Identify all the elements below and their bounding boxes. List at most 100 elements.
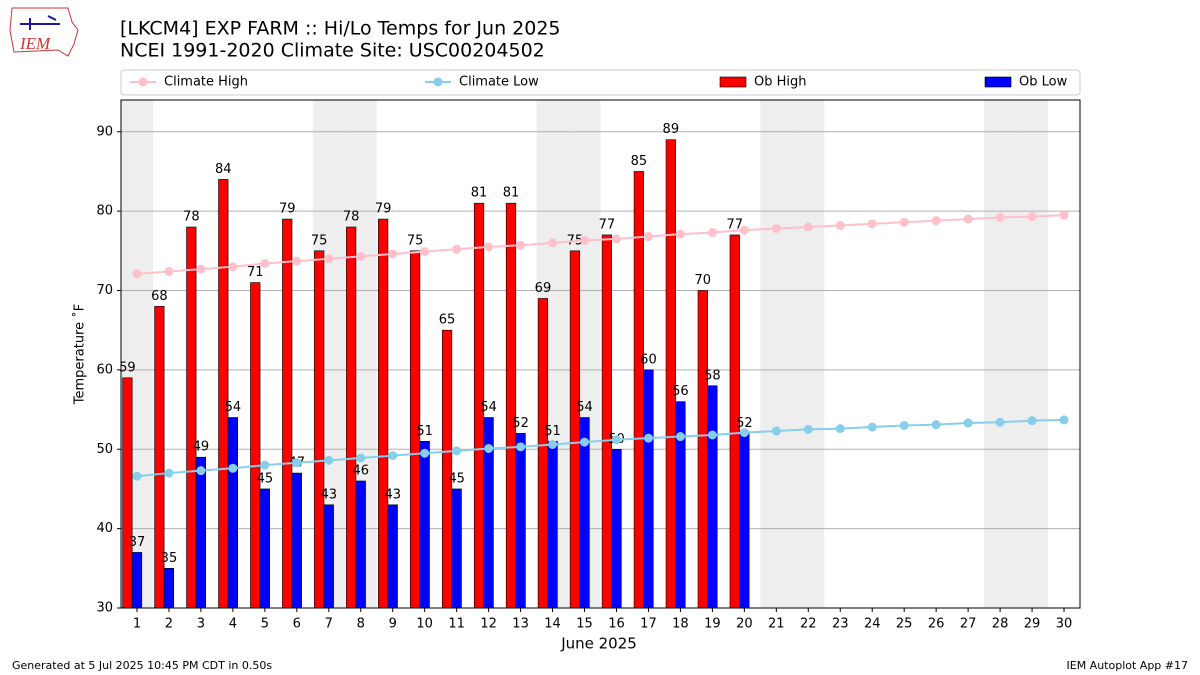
bar xyxy=(537,298,549,609)
point xyxy=(356,453,366,463)
point xyxy=(324,455,334,465)
legend-box xyxy=(120,69,1081,96)
chart-title: [LKCM4] EXP FARM :: Hi/Lo Temps for Jun … xyxy=(120,18,561,40)
data-label: 59 xyxy=(119,360,136,375)
point xyxy=(292,256,302,266)
data-label: 85 xyxy=(631,154,648,169)
point xyxy=(867,422,877,432)
x-tick-label: 29 xyxy=(1024,617,1041,632)
x-tick-label: 20 xyxy=(736,617,753,632)
point xyxy=(260,460,270,470)
data-label: 89 xyxy=(663,122,680,137)
footer-left: Generated at 5 Jul 2025 10:45 PM CDT in … xyxy=(12,659,272,672)
point xyxy=(196,466,206,476)
legend-label: Ob High xyxy=(754,75,807,90)
point xyxy=(388,451,398,461)
x-tick-label: 21 xyxy=(768,617,785,632)
point xyxy=(548,238,558,248)
data-label: 45 xyxy=(257,471,274,486)
data-label: 54 xyxy=(480,400,497,415)
legend-marker xyxy=(433,77,443,87)
logo: IEM xyxy=(9,7,79,57)
bar xyxy=(451,488,462,609)
point xyxy=(484,443,494,453)
bar xyxy=(227,417,238,609)
legend-label: Ob Low xyxy=(1019,75,1068,90)
point xyxy=(420,448,430,458)
point xyxy=(1059,415,1069,425)
x-tick-label: 4 xyxy=(229,617,237,632)
point xyxy=(420,247,430,257)
point xyxy=(164,266,174,276)
bar xyxy=(131,552,143,609)
point xyxy=(1027,416,1037,426)
data-label: 58 xyxy=(704,368,721,383)
x-tick-label: 27 xyxy=(960,617,977,632)
point xyxy=(1059,210,1069,220)
bar xyxy=(291,472,302,609)
point xyxy=(516,240,526,250)
point xyxy=(164,468,174,478)
bar xyxy=(378,218,389,609)
y-axis-label: Temperature ˚F xyxy=(72,304,88,405)
legend-label: Climate High xyxy=(164,75,248,90)
data-label: 37 xyxy=(129,535,146,550)
data-label: 35 xyxy=(161,551,178,566)
point xyxy=(835,220,845,230)
bar xyxy=(314,250,325,609)
bar xyxy=(355,480,366,609)
y-tick-label: 70 xyxy=(96,283,113,298)
point xyxy=(548,439,558,449)
point xyxy=(995,212,1005,222)
data-label: 46 xyxy=(352,464,369,479)
bar xyxy=(441,329,453,609)
bar xyxy=(739,433,750,609)
bar xyxy=(163,568,175,609)
x-tick-label: 3 xyxy=(197,617,205,632)
plot-frame xyxy=(120,99,1081,609)
x-tick-label: 2 xyxy=(165,617,173,632)
line xyxy=(136,418,1065,478)
data-label: 51 xyxy=(544,424,561,439)
y-tick-label: 40 xyxy=(96,521,113,536)
point xyxy=(643,433,653,443)
point xyxy=(452,244,462,254)
weekend-shade xyxy=(984,100,1017,608)
data-label: 75 xyxy=(311,233,328,248)
chart-subtitle: NCEI 1991-2020 Climate Site: USC00204502 xyxy=(120,40,545,62)
x-tick-label: 24 xyxy=(864,617,881,632)
bar xyxy=(186,226,197,609)
weekend-shade xyxy=(1016,100,1049,608)
bar xyxy=(323,504,334,609)
point xyxy=(899,420,909,430)
data-label: 81 xyxy=(471,186,488,201)
point xyxy=(643,232,653,242)
bar xyxy=(601,234,612,609)
data-label: 52 xyxy=(512,416,529,431)
bar xyxy=(505,202,517,609)
y-tick-label: 90 xyxy=(96,124,113,139)
point xyxy=(963,214,973,224)
footer-right: IEM Autoplot App #17 xyxy=(1067,659,1189,672)
legend-swatch xyxy=(984,76,1012,88)
y-tick-label: 30 xyxy=(96,601,113,616)
x-tick-label: 8 xyxy=(357,617,365,632)
data-label: 71 xyxy=(247,265,264,280)
legend-label: Climate Low xyxy=(459,75,539,90)
x-tick-label: 13 xyxy=(512,617,529,632)
bar xyxy=(346,226,357,609)
point xyxy=(1027,212,1037,222)
data-label: 78 xyxy=(183,210,200,225)
point xyxy=(867,219,877,229)
bar xyxy=(697,290,708,609)
x-tick-label: 10 xyxy=(416,617,433,632)
point xyxy=(484,242,494,252)
point xyxy=(452,446,462,456)
x-tick-label: 15 xyxy=(576,617,593,632)
bar xyxy=(611,448,622,609)
data-label: 69 xyxy=(535,281,552,296)
point xyxy=(228,463,238,473)
point xyxy=(931,216,941,226)
x-tick-label: 1 xyxy=(133,617,141,632)
bar xyxy=(195,456,207,609)
